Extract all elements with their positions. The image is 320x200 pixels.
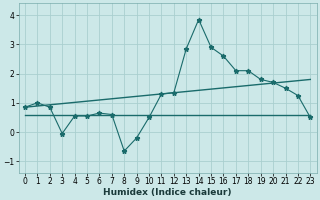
X-axis label: Humidex (Indice chaleur): Humidex (Indice chaleur) bbox=[103, 188, 232, 197]
